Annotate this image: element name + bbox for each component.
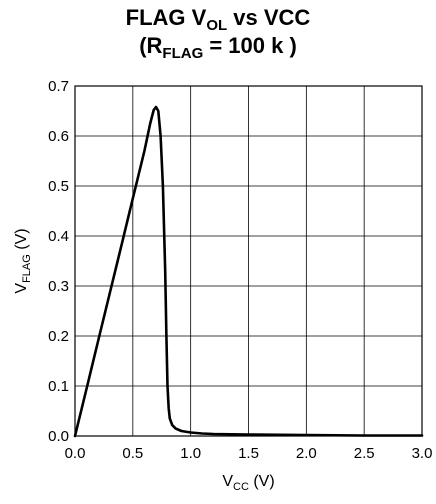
y-tick-label: 0.7: [48, 78, 69, 95]
y-axis-label: VFLAG (V): [13, 228, 33, 293]
data-series: [73, 105, 424, 438]
x-tick-label: 0.5: [122, 445, 143, 462]
x-tick-label: 1.5: [238, 445, 259, 462]
x-axis-label: VCC (V): [222, 473, 274, 493]
y-tick-label: 0.4: [48, 228, 69, 245]
plot-frame: [74, 85, 423, 437]
x-tick-label: 0.0: [65, 445, 86, 462]
y-tick-label: 0.0: [48, 428, 69, 445]
x-tick-label: 2.5: [354, 445, 375, 462]
chart-title: FLAG VOL vs VCC (RFLAG = 100 k ): [0, 4, 436, 62]
x-tick-label: 2.0: [296, 445, 317, 462]
chart-title-line1: FLAG VOL vs VCC: [125, 5, 311, 34]
grid-lines: [75, 86, 422, 436]
tick-labels: 0.0 0.5 1.0 1.5 2.0 2.5 3.0 0.0 0.1 0.2 0.3 0.4 0.5 0…: [48, 78, 432, 462]
y-tick-label: 0.6: [48, 128, 69, 145]
x-tick-label: 1.0: [180, 445, 201, 462]
series-line: [73, 105, 424, 438]
y-tick-label: 0.1: [48, 378, 69, 395]
y-tick-label: 0.2: [48, 328, 69, 345]
chart-title-line2: (RFLAG = 100 k ): [139, 33, 297, 62]
y-tick-label: 0.5: [48, 178, 69, 195]
x-tick-label: 3.0: [412, 445, 433, 462]
y-tick-label: 0.3: [48, 278, 69, 295]
